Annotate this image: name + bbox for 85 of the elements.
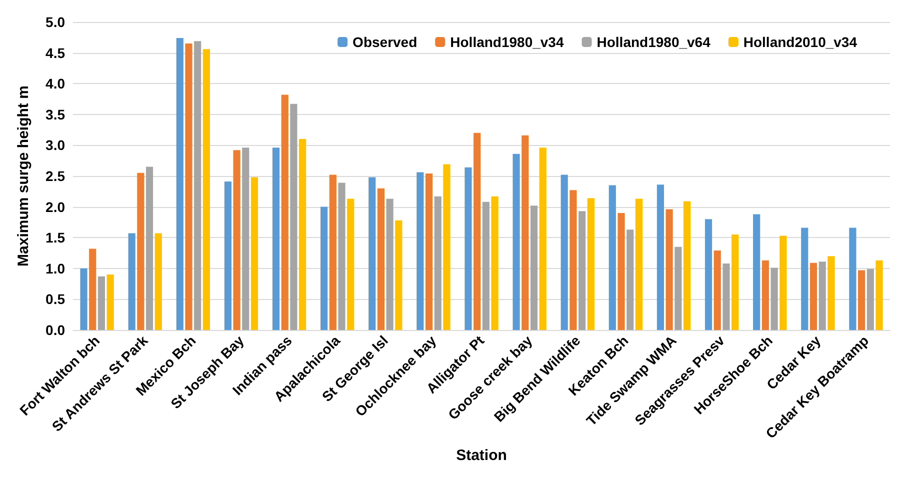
bar: [539, 148, 546, 330]
bar: [656, 184, 664, 330]
bar: [146, 166, 154, 330]
y-tick-label: 0.0: [46, 322, 66, 338]
bar: [618, 212, 625, 330]
legend-label: Holland1980_v34: [450, 34, 564, 50]
bar: [666, 209, 673, 330]
bar: [185, 44, 192, 330]
bar: [250, 177, 258, 330]
bar: [626, 230, 634, 330]
bar: [810, 262, 818, 330]
y-tick-label: 3.5: [46, 106, 66, 122]
bar: [608, 185, 616, 330]
bar: [780, 236, 787, 330]
bar: [137, 172, 144, 330]
bar: [704, 219, 712, 330]
y-tick-label: 0.5: [46, 291, 66, 308]
bar: [560, 174, 568, 330]
bar: [683, 201, 691, 330]
bar: [464, 167, 472, 330]
bar: [281, 94, 288, 330]
bar: [443, 164, 450, 330]
bar: [474, 132, 481, 330]
bar: [530, 206, 538, 330]
bar: [714, 250, 721, 330]
bar: [233, 150, 240, 330]
bar: [299, 139, 306, 330]
bar: [770, 268, 778, 330]
y-axis-title: Maximum surge height m: [15, 86, 32, 266]
bar: [272, 148, 280, 330]
bar: [635, 198, 642, 330]
bar: [176, 38, 184, 330]
y-tick-label: 4.5: [46, 44, 66, 61]
bar: [202, 49, 210, 330]
bar: [801, 228, 808, 330]
bar: [570, 190, 577, 330]
y-tick-label: 2.0: [46, 198, 66, 215]
y-tick-label: 4.0: [46, 76, 66, 92]
bar: [320, 206, 328, 330]
y-tick-label: 2.5: [46, 168, 66, 184]
bar: [849, 228, 856, 330]
bar: [828, 256, 835, 330]
bar: [194, 41, 202, 330]
bar: [482, 202, 490, 330]
legend-label: Holland2010_v34: [743, 34, 858, 50]
bar: [425, 174, 433, 330]
bar: [866, 269, 874, 330]
bar: [242, 148, 250, 330]
bar: [876, 260, 883, 330]
legend-label: Holland1980_v64: [596, 34, 711, 50]
bar: [818, 262, 826, 330]
bar: [338, 182, 346, 330]
bar: [224, 182, 232, 330]
bar: [347, 198, 354, 330]
bar: [154, 233, 162, 330]
x-axis-title: Station: [456, 447, 507, 464]
bar: [434, 196, 442, 330]
bar: [587, 198, 594, 330]
bar: [106, 274, 114, 330]
bar: [762, 260, 769, 330]
bar: [753, 214, 760, 330]
bar: [80, 268, 88, 330]
bar: [290, 104, 298, 330]
bar: [732, 234, 739, 330]
y-tick-label: 3.0: [46, 137, 66, 154]
bar: [578, 211, 586, 330]
bar: [98, 276, 105, 330]
y-tick-label: 5.0: [46, 14, 66, 30]
bar: [858, 270, 866, 330]
y-tick-label: 1.0: [46, 260, 66, 276]
bar: [368, 177, 376, 330]
bar: [512, 154, 520, 330]
bar: [128, 233, 136, 330]
bar: [386, 198, 394, 330]
bar: [674, 246, 682, 330]
y-tick-label: 1.5: [46, 230, 66, 246]
bar: [377, 188, 384, 330]
bar: [416, 172, 424, 330]
bar: [491, 196, 498, 330]
bar: [522, 135, 529, 330]
bar: [722, 263, 730, 330]
bar: [89, 248, 96, 330]
bar: [395, 220, 402, 330]
bar: [329, 174, 336, 330]
legend-label: Observed: [352, 34, 418, 50]
